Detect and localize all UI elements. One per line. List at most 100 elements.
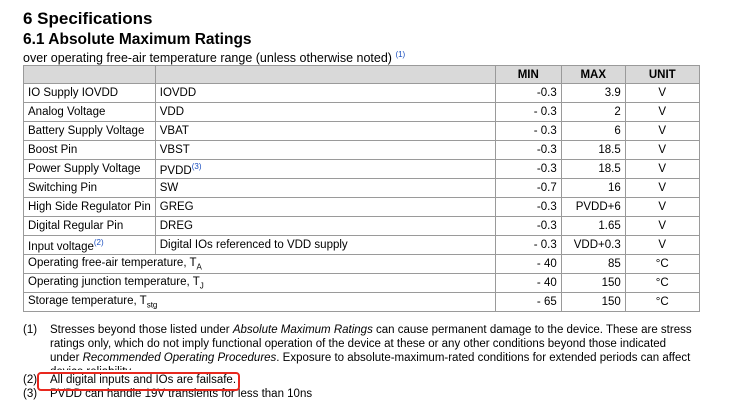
cell-min-text: -0.3 (536, 220, 557, 232)
cell-max-text: 18.5 (598, 144, 621, 156)
cell-min: - 0.3 (494, 102, 562, 122)
cell-parameter: Switching Pin (23, 178, 156, 198)
cell-min: - 40 (494, 254, 562, 274)
footnote-link[interactable]: (3) (191, 161, 202, 171)
cell-max: 150 (560, 292, 626, 312)
cell-min: -0.3 (494, 216, 562, 236)
cell-unit: V (624, 140, 700, 160)
cell-min: -0.3 (494, 140, 562, 160)
cell-parameter-text: Storage temperature, T (28, 294, 147, 307)
cell-symbol: SW (154, 178, 496, 198)
cell-max-text: 2 (614, 106, 621, 118)
header-symbol (154, 65, 496, 84)
cell-max: 18.5 (560, 159, 626, 179)
cell-min-text: -0.3 (536, 87, 557, 99)
ratings-table: MIN MAX UNIT IO Supply IOVDD IOVDD -0.3 3.9… (23, 65, 700, 312)
cell-unit: V (624, 159, 700, 179)
cell-parameter: Digital Regular Pin (23, 216, 156, 236)
table-row: Operating free-air temperature, TA - 40 85… (23, 254, 700, 274)
subscript: stg (146, 300, 158, 310)
table-row: High Side Regulator Pin GREG -0.3 PVDD+6 V (23, 197, 700, 217)
table-header-row: MIN MAX UNIT (23, 65, 700, 84)
cell-max-text: 150 (601, 296, 621, 308)
cell-unit-text: V (658, 220, 667, 232)
cell-min-text: -0.3 (536, 163, 557, 175)
footnote-text: PVDD can handle 19V transients for less … (50, 388, 313, 400)
cell-parameter-text: Power Supply Voltage (28, 163, 141, 175)
table-row: IO Supply IOVDD IOVDD -0.3 3.9 V (23, 83, 700, 103)
cell-unit: V (624, 121, 700, 141)
cell-symbol-text: IOVDD (159, 87, 197, 99)
cell-min: - 0.3 (494, 235, 562, 255)
cell-parameter: Operating free-air temperature, TA (23, 254, 496, 274)
subscript: A (196, 262, 202, 272)
footnote-1: (1) Stresses beyond those listed under A… (23, 323, 693, 370)
footnote-number: (3) (23, 388, 38, 400)
cell-unit: V (624, 83, 700, 103)
cell-unit: °C (624, 273, 700, 293)
cell-unit: V (624, 197, 700, 217)
cell-max-text: 6 (614, 125, 621, 137)
cell-parameter-text: Input voltage (28, 240, 94, 253)
footnote-link[interactable]: (2) (93, 237, 104, 247)
footnote-text: . Exposure to absolute-maximum-rated con… (50, 352, 691, 370)
cell-parameter-text: Digital Regular Pin (28, 220, 124, 232)
cell-unit-text: V (658, 163, 667, 175)
cell-symbol: VBST (154, 140, 496, 160)
cell-symbol: Digital IOs referenced to VDD supply (154, 235, 496, 255)
cell-min-text: - 65 (536, 296, 557, 308)
footnote-text: Stresses beyond those listed under (50, 324, 233, 336)
cell-symbol: GREG (154, 197, 496, 217)
cell-parameter: Storage temperature, Tstg (23, 292, 496, 312)
footnote-emphasis: Recommended Operating Procedures (82, 352, 277, 364)
cell-max-text: 18.5 (598, 163, 621, 175)
cell-parameter-text: Operating junction temperature, T (28, 275, 200, 288)
cell-max-text: 150 (601, 277, 621, 289)
cell-unit-text: °C (655, 296, 669, 308)
footnote-emphasis: Absolute Maximum Ratings (232, 324, 373, 336)
cell-max-text: 1.65 (598, 220, 621, 232)
cell-unit: V (624, 178, 700, 198)
cell-symbol-text: PVDD (159, 164, 192, 177)
cell-parameter-text: IO Supply IOVDD (28, 87, 119, 99)
cell-unit-text: °C (655, 258, 669, 270)
subscript: J (199, 281, 204, 291)
cell-parameter-text: Boost Pin (28, 144, 78, 156)
subsection-heading: 6.1 Absolute Maximum Ratings (23, 31, 252, 48)
cell-symbol: PVDD(3) (154, 159, 496, 179)
footnote-3: (3) PVDD can handle 19V transients for l… (23, 387, 693, 401)
header-min: MIN (494, 65, 562, 84)
subtitle-text: over operating free-air temperature rang… (23, 51, 392, 66)
table-subtitle: over operating free-air temperature rang… (23, 50, 405, 65)
table-row: Operating junction temperature, TJ - 40 15… (23, 273, 700, 293)
cell-max: 1.65 (560, 216, 626, 236)
cell-symbol: VBAT (154, 121, 496, 141)
cell-parameter-text: Battery Supply Voltage (28, 125, 145, 137)
cell-parameter: Power Supply Voltage (23, 159, 156, 179)
cell-symbol-text: SW (159, 182, 179, 194)
cell-max: 16 (560, 178, 626, 198)
subtitle-footnote-link[interactable]: (1) (395, 50, 406, 59)
cell-max: 18.5 (560, 140, 626, 160)
cell-unit: V (624, 235, 700, 255)
cell-max: 2 (560, 102, 626, 122)
cell-max: PVDD+6 (560, 197, 626, 217)
cell-max-text: 3.9 (604, 87, 621, 99)
footnote-number: (1) (23, 324, 38, 336)
cell-max-text: PVDD+6 (575, 201, 621, 213)
cell-unit-text: V (658, 182, 667, 194)
header-max: MAX (560, 65, 626, 84)
highlight-box (37, 372, 240, 391)
cell-min-text: -0.7 (536, 182, 557, 194)
table-row: Storage temperature, Tstg - 65 150 °C (23, 292, 700, 312)
cell-symbol: VDD (154, 102, 496, 122)
cell-symbol-text: VDD (159, 106, 185, 118)
cell-parameter: Boost Pin (23, 140, 156, 160)
cell-min: -0.3 (494, 83, 562, 103)
footnote-number: (2) (23, 374, 38, 386)
cell-min-text: -0.3 (536, 144, 557, 156)
cell-symbol-text: Digital IOs referenced to VDD supply (159, 239, 348, 251)
cell-parameter-text: Operating free-air temperature, T (28, 256, 197, 269)
cell-parameter-text: Analog Voltage (28, 106, 106, 118)
cell-symbol-text: DREG (159, 220, 193, 232)
